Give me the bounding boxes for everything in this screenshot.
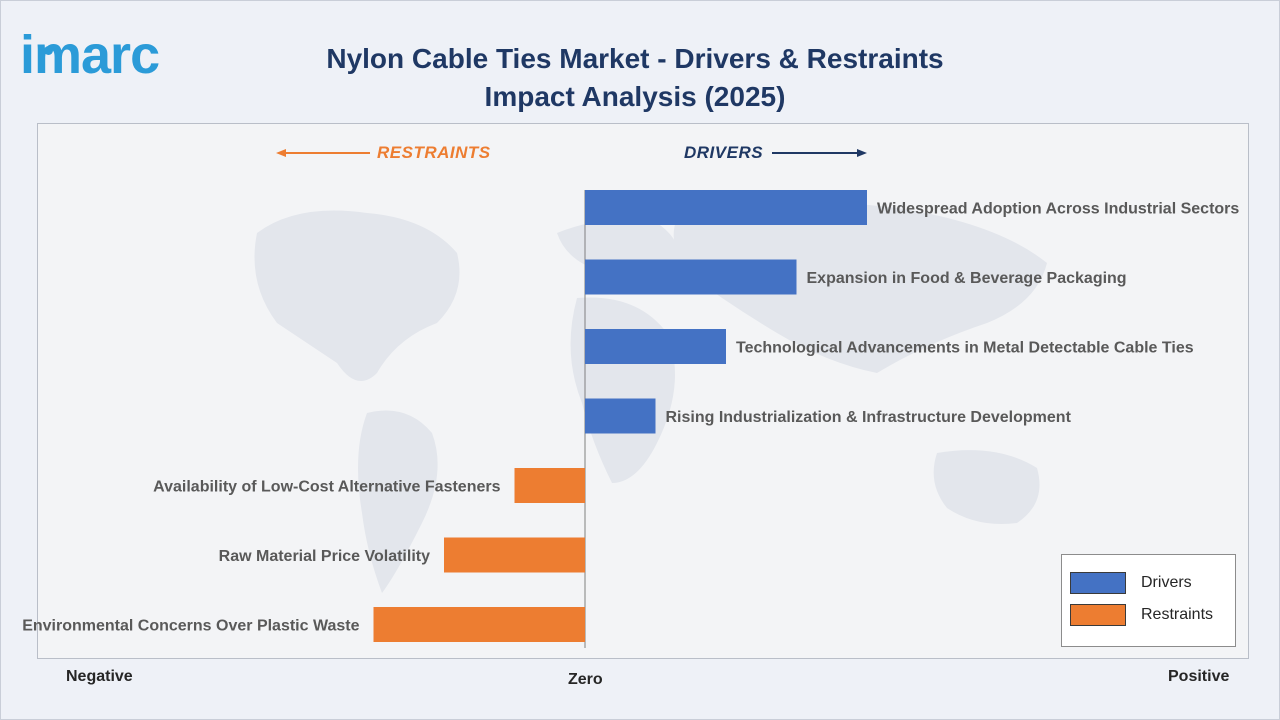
- bar-driver-1: [585, 259, 797, 295]
- legend-swatch-restraints: [1070, 604, 1126, 626]
- axis-negative-label: Negative: [66, 668, 133, 685]
- bar-restraint-4: [514, 468, 585, 503]
- legend-label-restraints: Restraints: [1141, 606, 1214, 623]
- logo-text: imarc: [20, 25, 160, 85]
- bar-label-3: Rising Industrialization & Infrastructur…: [666, 409, 1072, 426]
- legend-label-drivers: Drivers: [1141, 574, 1192, 591]
- bar-restraint-6: [373, 607, 585, 642]
- legend-swatch-drivers: [1070, 572, 1126, 594]
- bar-label-0: Widespread Adoption Across Industrial Se…: [877, 201, 1239, 218]
- imarc-logo: imarc: [20, 28, 160, 82]
- drivers-direction-label: DRIVERS: [684, 143, 764, 162]
- bar-driver-2: [585, 329, 726, 364]
- chart-title: Nylon Cable Ties Market - Drivers & Rest…: [326, 43, 944, 112]
- bar-label-6: Environmental Concerns Over Plastic Wast…: [22, 618, 359, 635]
- restraints-arrow-head: [276, 149, 286, 157]
- bar-label-1: Expansion in Food & Beverage Packaging: [807, 270, 1127, 287]
- restraints-direction-label: RESTRAINTS: [377, 143, 491, 162]
- chart-legend: Drivers Restraints: [1061, 554, 1236, 647]
- bar-driver-3: [585, 398, 656, 434]
- bar-driver-0: [585, 190, 867, 225]
- bar-label-5: Raw Material Price Volatility: [219, 548, 430, 565]
- axis-zero-label: Zero: [568, 671, 603, 688]
- logo-dot: [44, 46, 53, 55]
- axis-positive-label: Positive: [1168, 668, 1230, 685]
- bar-label-2: Technological Advancements in Metal Dete…: [736, 340, 1194, 357]
- legend-item-drivers: Drivers: [1070, 571, 1192, 595]
- drivers-arrow-head: [857, 149, 867, 157]
- legend-item-restraints: Restraints: [1070, 603, 1213, 627]
- bar-label-4: Availability of Low-Cost Alternative Fas…: [153, 479, 500, 496]
- bar-restraint-5: [444, 537, 585, 573]
